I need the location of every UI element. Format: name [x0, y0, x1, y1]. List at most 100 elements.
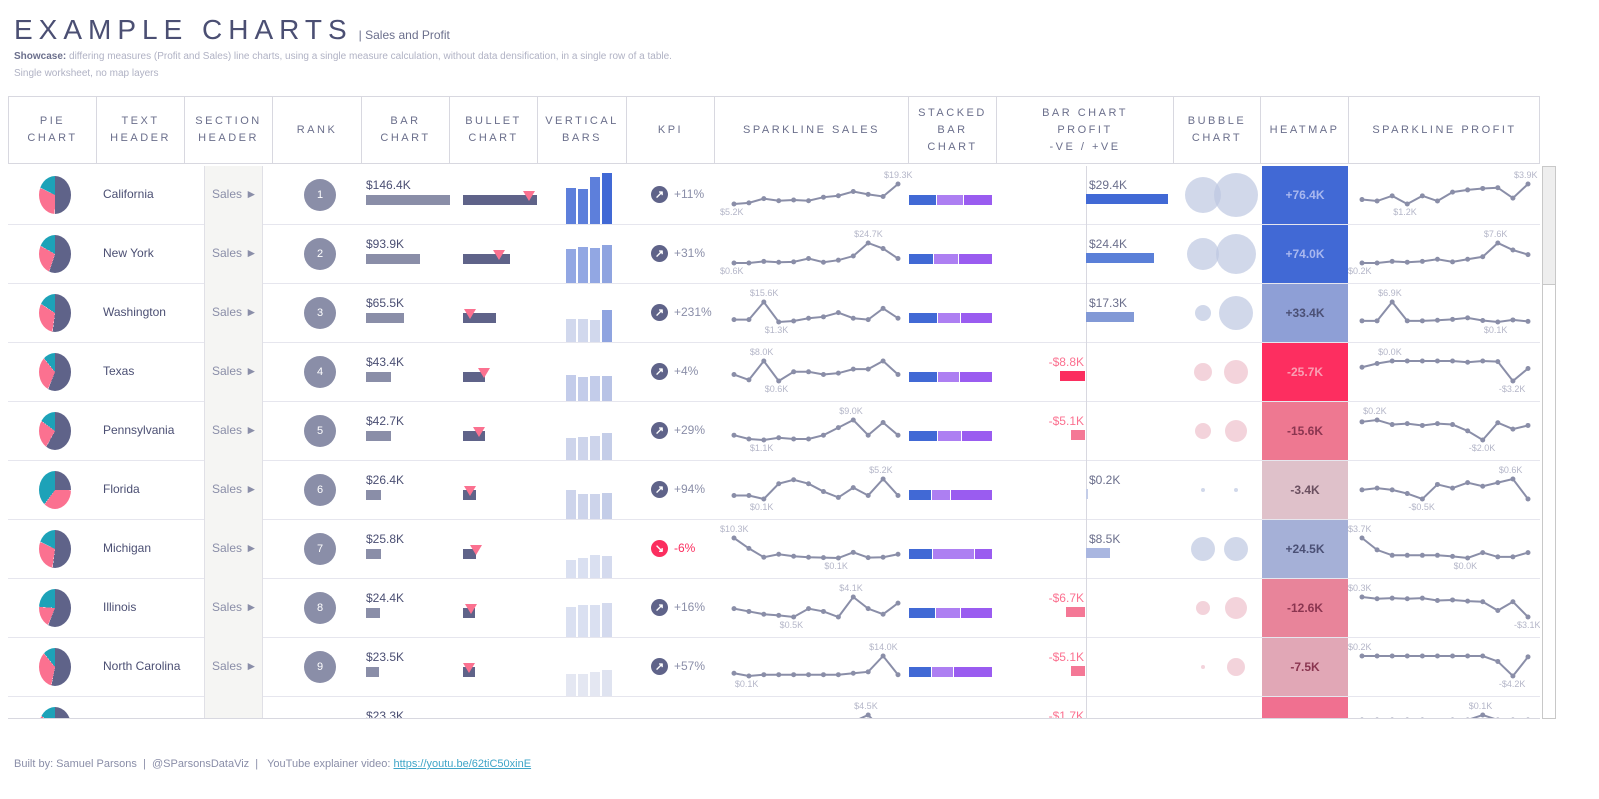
section-label[interactable]: Sales ►: [212, 659, 258, 673]
vertical-bar: [566, 490, 576, 519]
sparkline-profit-point: [1495, 319, 1501, 325]
section-label[interactable]: Sales ►: [212, 246, 258, 260]
vertical-scrollbar[interactable]: [1542, 166, 1556, 719]
sparkline-profit-point: [1525, 614, 1531, 620]
sparkline-sales-point: [820, 314, 826, 320]
profit-axis-divider: [1086, 697, 1087, 718]
column-header-bar-chart-profit[interactable]: BAR CHART PROFIT -VE / +VE: [997, 97, 1174, 163]
sparkline-sales-point: [850, 594, 856, 600]
sparkline-profit-point: [1450, 597, 1456, 603]
section-label[interactable]: Sales ►: [212, 541, 258, 555]
column-header-pie-chart[interactable]: PIE CHART: [9, 97, 97, 163]
arrow-up-right-icon: ↗: [651, 304, 668, 321]
sales-bar: [366, 549, 381, 559]
sales-bar: [366, 313, 404, 323]
sparkline-profit-point: [1525, 654, 1531, 660]
section-label[interactable]: Sales ►: [212, 718, 257, 719]
scrollbar-thumb[interactable]: [1543, 167, 1555, 285]
arrow-up-right-icon: ↗: [651, 186, 668, 203]
column-header-kpi[interactable]: KPI: [627, 97, 715, 163]
column-header-text-header[interactable]: TEXT HEADER: [97, 97, 185, 163]
description-line-2: Single worksheet, no map layers: [14, 68, 159, 79]
sparkline-profit-point: [1450, 553, 1456, 559]
sales-bar: [366, 667, 380, 677]
sparkline-sales-line: [733, 359, 899, 383]
bubble: [1216, 234, 1256, 274]
stacked-bar-segment: [974, 549, 992, 559]
table-row[interactable]: North Carolina Sales ► 9 $23.5K ↗ +57% $14.0K $…: [8, 638, 1540, 697]
sparkline-profit-point: [1510, 195, 1516, 201]
section-header-cell: Sales ►: [204, 461, 263, 520]
sparkline-sales-point: [895, 372, 901, 378]
column-header-bar-chart[interactable]: BAR CHART: [362, 97, 450, 163]
column-header-bullet-chart[interactable]: BULLET CHART: [450, 97, 538, 163]
bubble: [1224, 360, 1248, 384]
sparkline-sales-max-label: $8.0K: [749, 347, 774, 357]
sparkline-profit: [1359, 358, 1531, 384]
sparkline-sales-min-label: $0.1K: [749, 502, 774, 512]
column-header-bubble-chart[interactable]: BUBBLE CHART: [1174, 97, 1261, 163]
sparkline-profit-point: [1465, 315, 1471, 321]
sparkline-profit-point: [1434, 358, 1440, 364]
sparkline-profit-point: [1389, 487, 1395, 493]
column-header-sparkline-profit[interactable]: SPARKLINE PROFIT: [1372, 123, 1517, 136]
stacked-bar-segment: [909, 254, 934, 264]
sparkline-profit-point: [1404, 421, 1410, 427]
sparkline-profit-max-label: $3.7K: [1348, 524, 1372, 534]
sparkline-profit: [1359, 299, 1531, 325]
sparkline-sales-point: [835, 193, 841, 199]
sparkline-sales-point: [850, 366, 856, 372]
column-header-section-header[interactable]: SECTION HEADER: [185, 97, 273, 163]
sparkline-profit-line: [1361, 359, 1529, 383]
table-body: California Sales ► 1 $146.4K ↗ +11% $19.3K $5.2…: [8, 166, 1540, 719]
stacked-bar-segment: [961, 431, 992, 441]
table-row[interactable]: Washington Sales ► 3 $65.5K ↗ +231% $15.6K $1.3…: [8, 284, 1540, 343]
column-header-stacked-bar-chart[interactable]: STACKED BAR CHART: [909, 97, 997, 163]
section-label[interactable]: Sales ►: [212, 423, 258, 437]
footer: Built by: Samuel Parsons | @SParsonsData…: [14, 758, 531, 770]
sparkline-sales-point: [835, 614, 841, 620]
sparkline-profit-line: [1361, 537, 1529, 560]
sparkline-sales-point: [806, 315, 812, 321]
profit-bar: [1086, 253, 1155, 263]
column-header-sparkline-sales[interactable]: SPARKLINE SALES: [715, 97, 909, 163]
sparkline-profit-point: [1480, 358, 1486, 364]
sparkline-sales-point: [776, 612, 782, 618]
table-row[interactable]: Texas Sales ► 4 $43.4K ↗ +4% $8.0K $0.6K -$8.8K -…: [8, 343, 1540, 402]
state-name: California: [103, 187, 154, 201]
table-row[interactable]: Pennsylvania Sales ► 5 $42.7K ↗ +29% $9.0K $1.1…: [8, 402, 1540, 461]
sparkline-profit-point: [1389, 595, 1395, 601]
bubble: [1219, 296, 1253, 330]
bubble: [1214, 173, 1258, 217]
vertical-bar: [602, 432, 612, 460]
table-row[interactable]: Florida Sales ► 6 $26.4K ↗ +94% $5.2K $0.1K $0.2…: [8, 461, 1540, 520]
sparkline-sales-min-label: $0.6K: [764, 384, 789, 394]
sparkline-profit-point: [1375, 717, 1379, 718]
sales-bar: [366, 195, 450, 205]
sparkline-profit-min-label: -$3.2K: [1498, 384, 1526, 394]
bubble: [1201, 488, 1205, 492]
table-row[interactable]: Sales ► $23.3K $4.5K -$1.7K $0.1K: [8, 697, 1540, 719]
table-row[interactable]: California Sales ► 1 $146.4K ↗ +11% $19.3K $5.2…: [8, 166, 1540, 225]
section-label[interactable]: Sales ►: [212, 364, 258, 378]
table-row[interactable]: Illinois Sales ► 8 $24.4K ↗ +16% $4.1K $0.5K -$6…: [8, 579, 1540, 638]
column-header-rank[interactable]: RANK: [273, 97, 362, 163]
sparkline-profit-point: [1510, 378, 1516, 384]
section-header-cell: Sales ►: [204, 343, 263, 402]
table-row[interactable]: Michigan Sales ► 7 $25.8K ↘ -6% $10.3K $0.1K $8.…: [8, 520, 1540, 579]
youtube-link[interactable]: https://youtu.be/62tiC50xinE: [393, 758, 532, 770]
section-label[interactable]: Sales ►: [212, 305, 258, 319]
section-label[interactable]: Sales ►: [212, 600, 258, 614]
vertical-bar: [566, 187, 576, 224]
section-label[interactable]: Sales ►: [212, 482, 258, 496]
section-label[interactable]: Sales ►: [212, 187, 258, 201]
vertical-bar: [578, 188, 588, 224]
column-header-heatmap[interactable]: HEATMAP: [1261, 97, 1349, 163]
sparkline-sales-point: [865, 366, 871, 372]
vertical-bar: [566, 318, 576, 342]
sparkline-profit-min-label: $0.2K: [1348, 266, 1372, 276]
table-row[interactable]: New York Sales ► 2 $93.9K ↗ +31% $24.7K $0.6K $2…: [8, 225, 1540, 284]
column-header-vertical-bars[interactable]: VERTICAL BARS: [538, 97, 627, 163]
sparkline-profit-point: [1525, 366, 1531, 371]
sparkline-profit-point: [1404, 201, 1410, 207]
